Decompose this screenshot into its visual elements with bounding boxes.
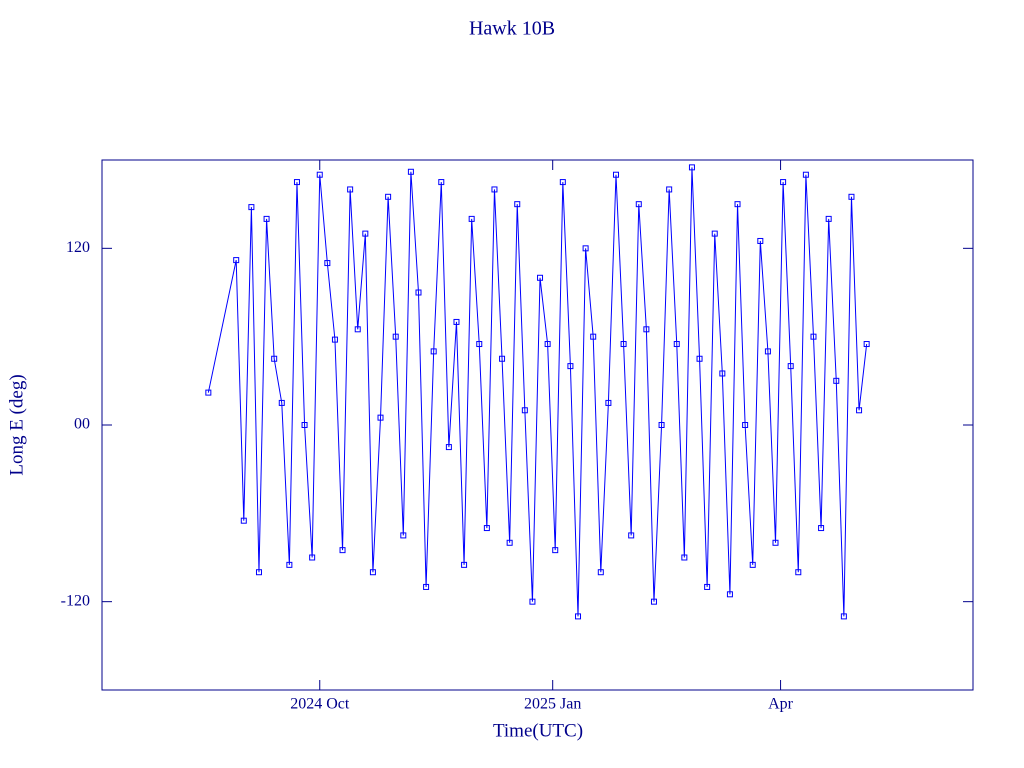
point bbox=[575, 613, 582, 620]
point bbox=[430, 348, 437, 355]
point bbox=[688, 164, 695, 171]
y-axis-label: Long E (deg) bbox=[6, 374, 27, 475]
point bbox=[205, 389, 212, 396]
point bbox=[711, 230, 718, 237]
y-tick-label: 120 bbox=[66, 239, 90, 256]
point bbox=[772, 539, 779, 546]
point bbox=[468, 215, 475, 222]
point bbox=[248, 204, 255, 211]
point bbox=[438, 179, 445, 186]
point bbox=[810, 333, 817, 340]
point bbox=[643, 326, 650, 333]
point bbox=[491, 186, 498, 193]
y-tick-label: 00 bbox=[74, 416, 90, 433]
point bbox=[780, 179, 787, 186]
point bbox=[582, 245, 589, 252]
point bbox=[719, 370, 726, 377]
point bbox=[559, 179, 566, 186]
y-tick-label: -120 bbox=[61, 592, 90, 609]
point bbox=[757, 237, 764, 244]
point bbox=[696, 355, 703, 362]
point bbox=[840, 613, 847, 620]
point bbox=[255, 569, 262, 576]
point bbox=[544, 341, 551, 348]
point bbox=[400, 532, 407, 539]
point bbox=[764, 348, 771, 355]
point bbox=[476, 341, 483, 348]
point bbox=[286, 561, 293, 568]
point bbox=[734, 201, 741, 208]
point bbox=[848, 193, 855, 200]
point bbox=[385, 193, 392, 200]
point bbox=[483, 525, 490, 532]
chart-title: Hawk 10B bbox=[469, 18, 555, 40]
point bbox=[650, 598, 657, 605]
point bbox=[263, 215, 270, 222]
point bbox=[354, 326, 361, 333]
x-axis-label: Time(UTC) bbox=[493, 720, 583, 741]
point bbox=[529, 598, 536, 605]
point bbox=[309, 554, 316, 561]
point bbox=[278, 399, 285, 406]
point bbox=[362, 230, 369, 237]
point bbox=[506, 539, 513, 546]
x-tick-label: 2025 Jan bbox=[524, 696, 581, 713]
x-tick-label: Apr bbox=[768, 696, 794, 713]
series-line bbox=[207, 167, 868, 617]
point bbox=[537, 274, 544, 281]
point bbox=[749, 561, 756, 568]
point bbox=[795, 569, 802, 576]
point bbox=[331, 336, 338, 343]
point bbox=[377, 414, 384, 421]
point bbox=[271, 355, 278, 362]
point bbox=[392, 333, 399, 340]
point bbox=[521, 407, 528, 414]
point bbox=[863, 341, 870, 348]
point bbox=[407, 168, 414, 175]
point bbox=[453, 318, 460, 325]
point bbox=[833, 377, 840, 384]
point bbox=[856, 407, 863, 414]
point bbox=[415, 289, 422, 296]
point bbox=[825, 215, 832, 222]
point bbox=[445, 444, 452, 451]
point bbox=[802, 171, 809, 178]
point bbox=[726, 591, 733, 598]
point bbox=[673, 341, 680, 348]
point bbox=[658, 422, 665, 428]
point bbox=[635, 201, 642, 208]
point bbox=[316, 171, 323, 178]
point bbox=[233, 257, 240, 264]
point bbox=[461, 561, 468, 568]
point bbox=[301, 422, 308, 428]
point bbox=[423, 583, 430, 590]
point bbox=[681, 554, 688, 561]
point bbox=[704, 583, 711, 590]
point bbox=[787, 363, 794, 370]
point bbox=[324, 260, 331, 267]
point bbox=[742, 422, 749, 428]
point bbox=[369, 569, 376, 576]
point bbox=[240, 517, 247, 524]
point bbox=[590, 333, 597, 340]
point bbox=[612, 171, 619, 178]
point bbox=[605, 399, 612, 406]
point bbox=[339, 547, 346, 554]
x-tick-label: 2024 Oct bbox=[290, 696, 350, 713]
point bbox=[818, 525, 825, 532]
point bbox=[552, 547, 559, 554]
point bbox=[620, 341, 627, 348]
point bbox=[597, 569, 604, 576]
point bbox=[293, 179, 300, 186]
point bbox=[666, 186, 673, 193]
point bbox=[514, 201, 521, 208]
point bbox=[499, 355, 506, 362]
plot-area bbox=[205, 164, 870, 620]
point bbox=[347, 186, 354, 193]
point bbox=[628, 532, 635, 539]
point bbox=[567, 363, 574, 370]
